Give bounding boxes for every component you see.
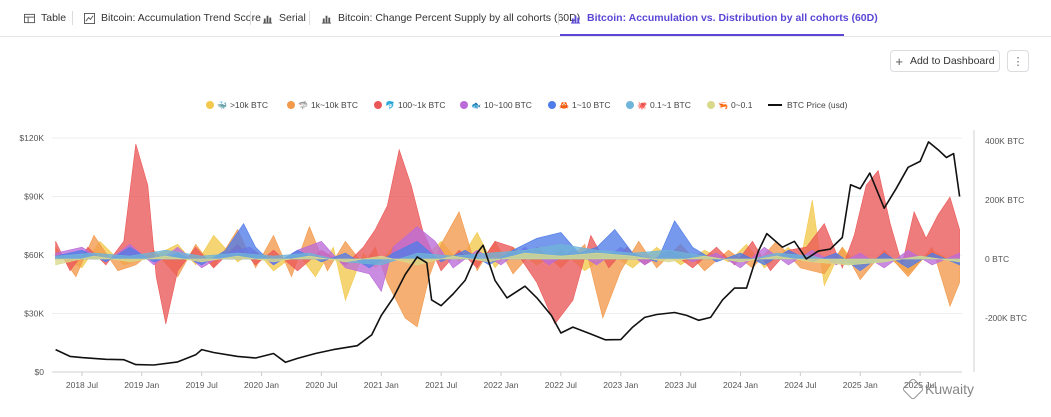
- dolphin-icon: 🐬: [385, 100, 395, 110]
- legend-label: 100~1k BTC: [397, 100, 446, 110]
- x-axis-tick-label: 2023 Jul: [665, 380, 697, 390]
- x-axis-tick-label: 2021 Jan: [364, 380, 399, 390]
- legend-item-10-100[interactable]: 🐟 10~100 BTC: [460, 100, 532, 110]
- watermark-logo-icon: [901, 377, 925, 401]
- x-axis-tick-label: 2025 Jan: [843, 380, 878, 390]
- legend-label: 10~100 BTC: [483, 100, 532, 110]
- crab-icon: 🦀: [559, 100, 569, 110]
- bar-chart-icon: [262, 15, 273, 24]
- fish-icon: 🐟: [471, 100, 481, 110]
- legend-label: 0.1~1 BTC: [649, 100, 691, 110]
- more-vertical-icon: ⋮: [1012, 55, 1024, 68]
- x-axis-tick-label: 2022 Jan: [484, 380, 519, 390]
- legend-label: 0~0.1: [730, 100, 753, 110]
- series-area-4: [55, 220, 960, 272]
- legend-swatch: [287, 101, 295, 109]
- legend-item-1k-10k[interactable]: 🦈 1k~10k BTC: [287, 100, 358, 110]
- price-line-layer: [55, 141, 961, 366]
- series-area-layer: [55, 143, 960, 328]
- x-axis-tick-label: 2020 Jan: [244, 380, 279, 390]
- tab-label: Serial: [279, 12, 306, 24]
- legend-swatch: [626, 101, 634, 109]
- bar-chart-icon: [321, 15, 332, 24]
- shrimp-icon: 🦐: [718, 100, 728, 110]
- tab-serial[interactable]: Serial: [262, 0, 306, 36]
- x-axis-tick-label: 2021 Jul: [425, 380, 457, 390]
- axis-layer: $0 $30K $60K $90K $120K -200K BTC 0 BTC 200K BT…: [19, 130, 1027, 390]
- accumulation-distribution-chart[interactable]: $0 $30K $60K $90K $120K -200K BTC 0 BTC 200K BT…: [0, 125, 1051, 417]
- legend-label: >10k BTC: [229, 100, 268, 110]
- watermark: Kuwaity: [901, 377, 975, 401]
- left-axis-tick-label: $90K: [24, 192, 44, 202]
- plus-icon: +: [895, 53, 903, 69]
- more-options-button[interactable]: ⋮: [1007, 50, 1029, 72]
- left-axis-tick-label: $120K: [19, 133, 44, 143]
- tab-table[interactable]: Table: [24, 0, 66, 36]
- series-area-6: [55, 252, 960, 266]
- x-axis-tick-label: 2018 Jul: [66, 380, 98, 390]
- active-tab-indicator: [560, 34, 844, 36]
- add-to-dashboard-label: Add to Dashboard: [909, 55, 995, 67]
- tab-label: Bitcoin: Accumulation Trend Score: [101, 12, 261, 24]
- tab-accumulation-trend-score[interactable]: Bitcoin: Accumulation Trend Score: [84, 0, 261, 36]
- right-axis-tick-label: 400K BTC: [985, 136, 1024, 146]
- legend-label: BTC Price (usd): [787, 100, 848, 110]
- x-axis-tick-label: 2025 Jul: [904, 380, 936, 390]
- left-axis-tick-label: $30K: [24, 309, 44, 319]
- bar-chart-icon: [570, 15, 581, 24]
- tab-change-percent-supply[interactable]: Bitcoin: Change Percent Supply by all co…: [321, 0, 580, 36]
- legend-item-0-0.1[interactable]: 🦐 0~0.1: [707, 100, 752, 110]
- legend-label: 1~10 BTC: [571, 100, 611, 110]
- chart-icon: [84, 12, 95, 24]
- x-axis-tick-label: 2023 Jan: [603, 380, 638, 390]
- right-axis-tick-label: 200K BTC: [985, 195, 1024, 205]
- octopus-icon: 🐙: [637, 100, 647, 110]
- tab-accumulation-vs-distribution[interactable]: Bitcoin: Accumulation vs. Distribution b…: [570, 0, 878, 36]
- x-axis-tick-label: 2022 Jul: [545, 380, 577, 390]
- legend-item-btc-price[interactable]: BTC Price (usd): [768, 100, 847, 110]
- right-axis-tick-label: -200K BTC: [985, 313, 1027, 323]
- legend-item-1-10[interactable]: 🦀 1~10 BTC: [548, 100, 610, 110]
- x-axis-tick-label: 2024 Jul: [784, 380, 816, 390]
- btc-price-line: [55, 141, 961, 366]
- tab-label: Bitcoin: Accumulation vs. Distribution b…: [587, 12, 878, 24]
- series-area-2: [55, 143, 960, 325]
- legend-label: 1k~10k BTC: [310, 100, 358, 110]
- legend-swatch: [707, 101, 715, 109]
- add-to-dashboard-button[interactable]: + Add to Dashboard: [890, 50, 1000, 72]
- legend-swatch: [206, 101, 214, 109]
- x-axis-tick-label: 2020 Jul: [305, 380, 337, 390]
- right-axis-tick-label: 0 BTC: [985, 254, 1009, 264]
- chart-legend: 🐳 >10k BTC 🦈 1k~10k BTC 🐬 100~1k BTC 🐟 1…: [0, 100, 1051, 114]
- legend-item-100-1k[interactable]: 🐬 100~1k BTC: [374, 100, 445, 110]
- tab-label: Table: [41, 12, 67, 24]
- table-icon: [24, 13, 35, 23]
- legend-item-0.1-1[interactable]: 🐙 0.1~1 BTC: [626, 100, 691, 110]
- whale-icon: 🐳: [217, 100, 227, 110]
- x-axis-tick-label: 2024 Jan: [723, 380, 758, 390]
- line-icon: [768, 104, 782, 106]
- x-axis-tick-label: 2019 Jan: [124, 380, 159, 390]
- x-axis-tick-label: 2019 Jul: [186, 380, 218, 390]
- legend-swatch: [460, 101, 468, 109]
- watermark-text: Kuwaity: [925, 381, 975, 397]
- legend-swatch: [374, 101, 382, 109]
- tab-label: Bitcoin: Change Percent Supply by all co…: [338, 12, 581, 24]
- left-axis-tick-label: $60K: [24, 250, 44, 260]
- tab-bar: Table Bitcoin: Accumulation Trend Score …: [0, 0, 1051, 37]
- shark-icon: 🦈: [298, 100, 308, 110]
- legend-item-gt10k[interactable]: 🐳 >10k BTC: [206, 100, 268, 110]
- legend-swatch: [548, 101, 556, 109]
- left-axis-tick-label: $0: [35, 367, 45, 377]
